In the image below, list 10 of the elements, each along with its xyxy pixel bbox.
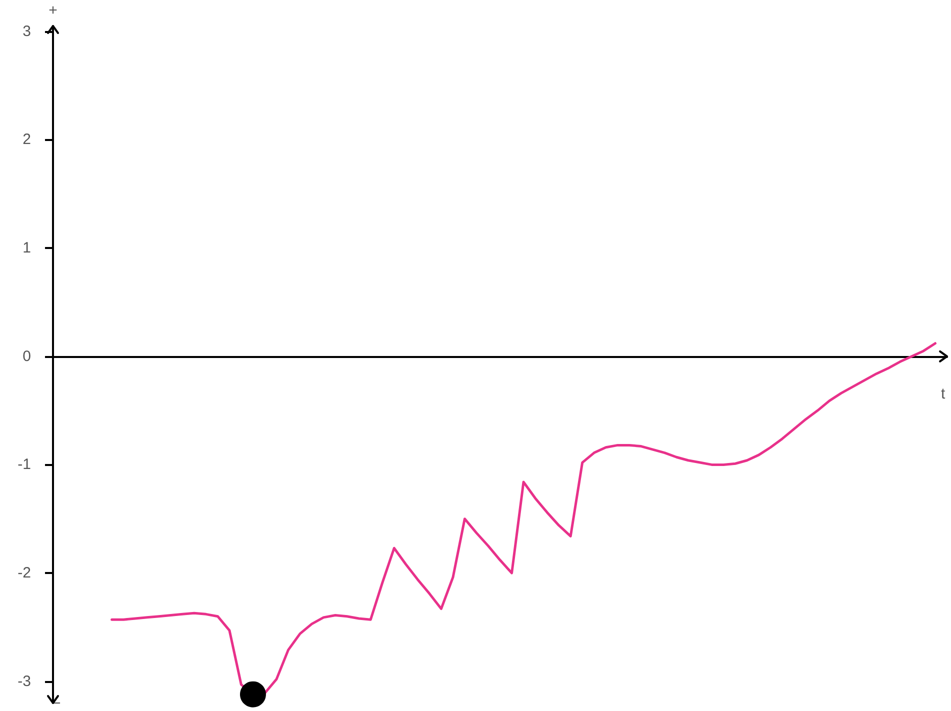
- x-axis-title: t: [941, 385, 946, 402]
- y-tick-label: 0: [22, 348, 31, 365]
- y-tick-label: 3: [22, 22, 31, 40]
- y-tick-label: -3: [18, 672, 31, 690]
- y-tick-label: 1: [22, 240, 31, 257]
- line-series: [110, 342, 936, 696]
- y-tick-label: 2: [22, 131, 31, 148]
- y-tick-label: -1: [18, 456, 31, 474]
- y-axis-title: +: [48, 2, 58, 19]
- y-tick-label: -2: [18, 564, 31, 582]
